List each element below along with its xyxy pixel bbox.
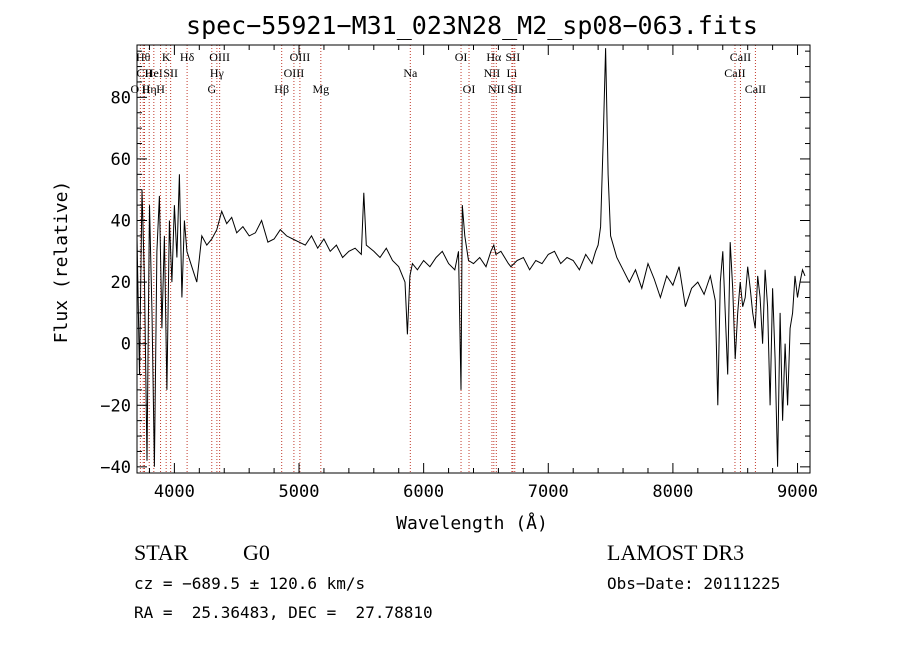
object-class: STAR [134, 540, 189, 565]
plot-area [136, 48, 806, 467]
x-axis-label: Wavelength (Å) [396, 512, 548, 534]
y-tick-label: 0 [121, 335, 131, 355]
y-axis-label: Flux (relative) [51, 181, 72, 344]
line-label: Hβ [274, 82, 289, 96]
spectrum-line [136, 48, 806, 467]
chart-title: spec−55921−M31_023N28_M2_sp08−063.fits [186, 11, 758, 40]
object-subclass: G0 [243, 540, 270, 565]
y-tick-label: −20 [100, 396, 131, 416]
axes: 4000 5000 6000 7000 8000 9000 −40 −20 0 20 40 60 80 [100, 44, 818, 502]
line-label: G [207, 82, 216, 96]
line-label: Li [507, 66, 518, 80]
plot-frame [136, 44, 811, 474]
x-tick-label: 8000 [652, 482, 693, 502]
line-label: OI [455, 50, 468, 64]
line-label: SII [507, 82, 522, 96]
redshift-velocity: cz = −689.5 ± 120.6 km/s [134, 574, 366, 593]
line-markers: O IIHθCIIHηHeIHKSIIHδGHγOIIIHβOIIIOIIIMg… [131, 45, 766, 473]
line-label: Hδ [180, 50, 195, 64]
y-tick-label: 20 [111, 273, 131, 293]
y-tick-label: 80 [111, 88, 131, 108]
x-tick-label: 9000 [777, 482, 818, 502]
line-label: SII [506, 50, 521, 64]
line-label: Na [403, 66, 418, 80]
y-tick-label: 40 [111, 212, 131, 232]
x-tick-label: 5000 [279, 482, 320, 502]
line-label: O II [131, 82, 151, 96]
line-label: NII [488, 82, 505, 96]
line-label: CaII [724, 66, 745, 80]
x-tick-label: 6000 [403, 482, 444, 502]
survey-name: LAMOST DR3 [607, 540, 745, 565]
line-label: OIII [290, 50, 311, 64]
y-tick-label: −40 [100, 458, 131, 478]
line-label: NII [484, 66, 501, 80]
x-tick-label: 7000 [528, 482, 569, 502]
line-label: HeI [145, 66, 163, 80]
line-label: CII [136, 66, 152, 80]
line-label: CaII [745, 82, 766, 96]
line-label: Mg [312, 82, 329, 96]
line-label: H [156, 82, 165, 96]
line-label: OIII [284, 66, 305, 80]
line-label: SII [163, 66, 178, 80]
line-label: Hα [486, 50, 502, 64]
line-label: Hγ [210, 66, 225, 80]
line-label: CaII [730, 50, 751, 64]
observation-date: Obs−Date: 20111225 [607, 574, 781, 593]
coordinates: RA = 25.36483, DEC = 27.78810 [134, 603, 433, 622]
line-label: OI [463, 82, 476, 96]
line-label: Hη [142, 82, 157, 96]
y-tick-label: 60 [111, 150, 131, 170]
x-tick-label: 4000 [154, 482, 195, 502]
line-label: Hθ [136, 50, 151, 64]
line-label: OIII [209, 50, 230, 64]
line-label: K [162, 50, 171, 64]
